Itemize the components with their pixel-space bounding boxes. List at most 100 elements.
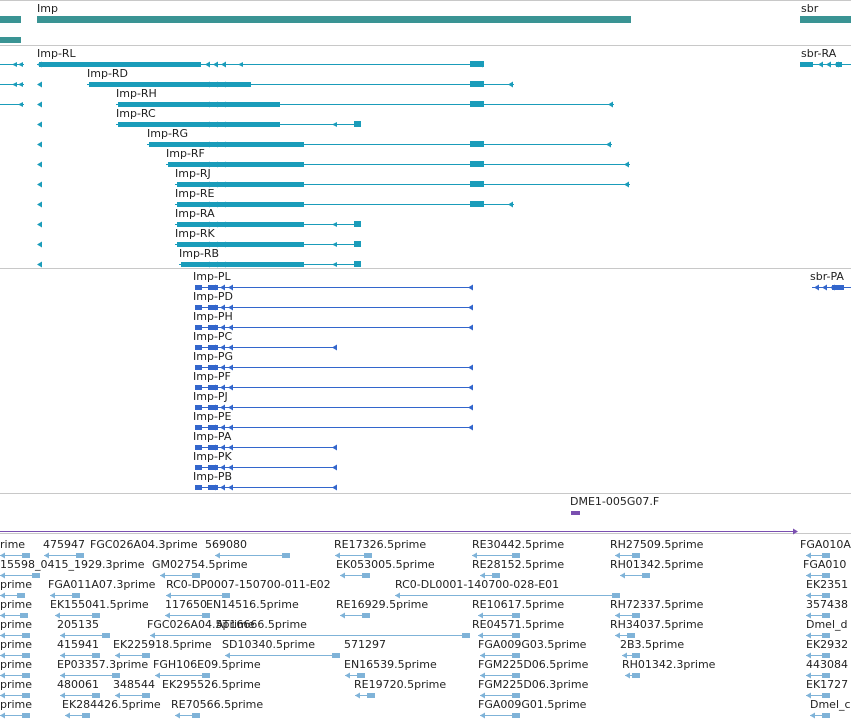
est-feature-block[interactable] (92, 613, 100, 618)
transcript-start-arrow[interactable] (37, 141, 42, 148)
est-feature-arrow[interactable] (160, 572, 165, 579)
transcript-sbr-exon[interactable] (836, 62, 842, 67)
transcript-start-arrow[interactable] (37, 241, 42, 248)
protein-end-arrow[interactable] (468, 404, 473, 411)
protein-exon[interactable] (195, 445, 202, 450)
protein-exon-arrow[interactable] (228, 364, 233, 371)
protein-exon-arrow[interactable] (211, 324, 216, 331)
est-feature-block[interactable] (102, 633, 110, 638)
est-feature-block[interactable] (512, 613, 520, 618)
transcript-exon[interactable] (118, 102, 280, 107)
transcript-exon-arrow[interactable] (205, 161, 210, 168)
est-feature-block[interactable] (112, 673, 120, 678)
transcript-offscreen-arrow[interactable] (18, 62, 23, 67)
transcript-start-arrow[interactable] (37, 201, 42, 208)
transcript-exon-arrow[interactable] (205, 141, 210, 148)
est-feature-arrow[interactable] (340, 572, 345, 579)
protein-exon-arrow[interactable] (211, 464, 216, 471)
transcript-exon-arrow[interactable] (213, 261, 218, 268)
protein-exon-arrow[interactable] (228, 404, 233, 411)
protein-end-arrow[interactable] (332, 484, 337, 491)
est-feature-arrow[interactable] (355, 692, 360, 699)
transcript-start-arrow[interactable] (37, 61, 42, 68)
protein-exon-arrow[interactable] (220, 284, 225, 291)
transcript-intron-arrow[interactable] (238, 202, 243, 207)
transcript-intron-arrow[interactable] (238, 262, 243, 267)
protein-exon[interactable] (195, 325, 202, 330)
transcript-exon-arrow[interactable] (221, 241, 226, 248)
est-feature-block[interactable] (22, 553, 30, 558)
transcript-intron-arrow[interactable] (238, 122, 243, 127)
transcript-exon[interactable] (89, 82, 251, 87)
protein-exon-arrow[interactable] (220, 484, 225, 491)
est-feature-block[interactable] (76, 553, 84, 558)
protein-exon[interactable] (195, 405, 202, 410)
protein-end-arrow[interactable] (468, 364, 473, 371)
est-feature-arrow[interactable] (478, 632, 483, 639)
est-feature-arrow[interactable] (806, 672, 811, 679)
transcript-exon[interactable] (354, 121, 361, 127)
transcript-exon-arrow[interactable] (221, 181, 226, 188)
transcript-intron-arrow[interactable] (238, 162, 243, 167)
transcript-exon-arrow[interactable] (221, 261, 226, 268)
transcript-exon-arrow[interactable] (205, 261, 210, 268)
transcript-intron-arrow[interactable] (238, 242, 243, 247)
transcript-exon-arrow[interactable] (213, 121, 218, 128)
est-feature-block[interactable] (822, 633, 830, 638)
est-feature-arrow[interactable] (55, 612, 60, 619)
transcript-exon-arrow[interactable] (205, 241, 210, 248)
transcript-exon-arrow[interactable] (205, 61, 210, 68)
protein-exon-arrow[interactable] (211, 344, 216, 351)
est-feature-block[interactable] (32, 573, 40, 578)
est-feature-arrow[interactable] (166, 592, 171, 599)
est-feature-arrow[interactable] (615, 552, 620, 559)
transcript-exon[interactable] (470, 181, 484, 187)
transcript-exon-arrow[interactable] (221, 141, 226, 148)
est-feature-arrow[interactable] (480, 572, 485, 579)
est-feature-block[interactable] (822, 713, 830, 718)
protein-sbr-arrow[interactable] (822, 284, 827, 291)
est-feature-block[interactable] (632, 653, 640, 658)
protein-end-arrow[interactable] (468, 384, 473, 391)
est-feature-block[interactable] (362, 613, 370, 618)
transcript-exon-arrow[interactable] (205, 221, 210, 228)
transcript-intron-arrow[interactable] (332, 262, 337, 267)
transcript-exon[interactable] (470, 81, 484, 87)
est-feature-arrow[interactable] (155, 672, 160, 679)
transcript-end-arrow[interactable] (624, 181, 629, 188)
est-feature-block[interactable] (22, 713, 30, 718)
transcript-exon-arrow[interactable] (221, 101, 226, 108)
est-feature-arrow[interactable] (806, 592, 811, 599)
protein-exon-arrow[interactable] (228, 464, 233, 471)
protein-exon[interactable] (195, 465, 202, 470)
transcript-offscreen-arrow[interactable] (12, 82, 17, 87)
transcript-intron-arrow[interactable] (332, 222, 337, 227)
est-feature-block[interactable] (72, 593, 80, 598)
transcript-exon-arrow[interactable] (221, 81, 226, 88)
transcript-sbr-exon[interactable] (800, 62, 813, 67)
transcript-start-arrow[interactable] (37, 161, 42, 168)
gene-imp-bar[interactable] (37, 16, 631, 23)
transcript-end-arrow[interactable] (606, 141, 611, 148)
est-feature-arrow[interactable] (480, 692, 485, 699)
protein-exon-arrow[interactable] (211, 404, 216, 411)
est-feature-block[interactable] (202, 673, 210, 678)
est-feature-block[interactable] (192, 713, 200, 718)
est-feature-block[interactable] (512, 713, 520, 718)
est-feature-block[interactable] (632, 673, 640, 678)
est-feature-arrow[interactable] (0, 592, 5, 599)
est-feature-arrow[interactable] (175, 712, 180, 719)
transcript-exon-arrow[interactable] (221, 201, 226, 208)
transcript-end-arrow[interactable] (508, 81, 513, 88)
transcript-intron-arrow[interactable] (238, 102, 243, 107)
protein-sbr-arrow[interactable] (814, 284, 819, 291)
est-feature-block[interactable] (512, 673, 520, 678)
est-feature-block[interactable] (367, 693, 375, 698)
est-feature-arrow[interactable] (150, 632, 155, 639)
transcript-exon-arrow[interactable] (213, 221, 218, 228)
est-feature-block[interactable] (142, 653, 150, 658)
est-feature-arrow[interactable] (50, 592, 55, 599)
est-feature-block[interactable] (332, 653, 340, 658)
est-feature-block[interactable] (612, 593, 620, 598)
transcript-exon[interactable] (354, 221, 361, 227)
